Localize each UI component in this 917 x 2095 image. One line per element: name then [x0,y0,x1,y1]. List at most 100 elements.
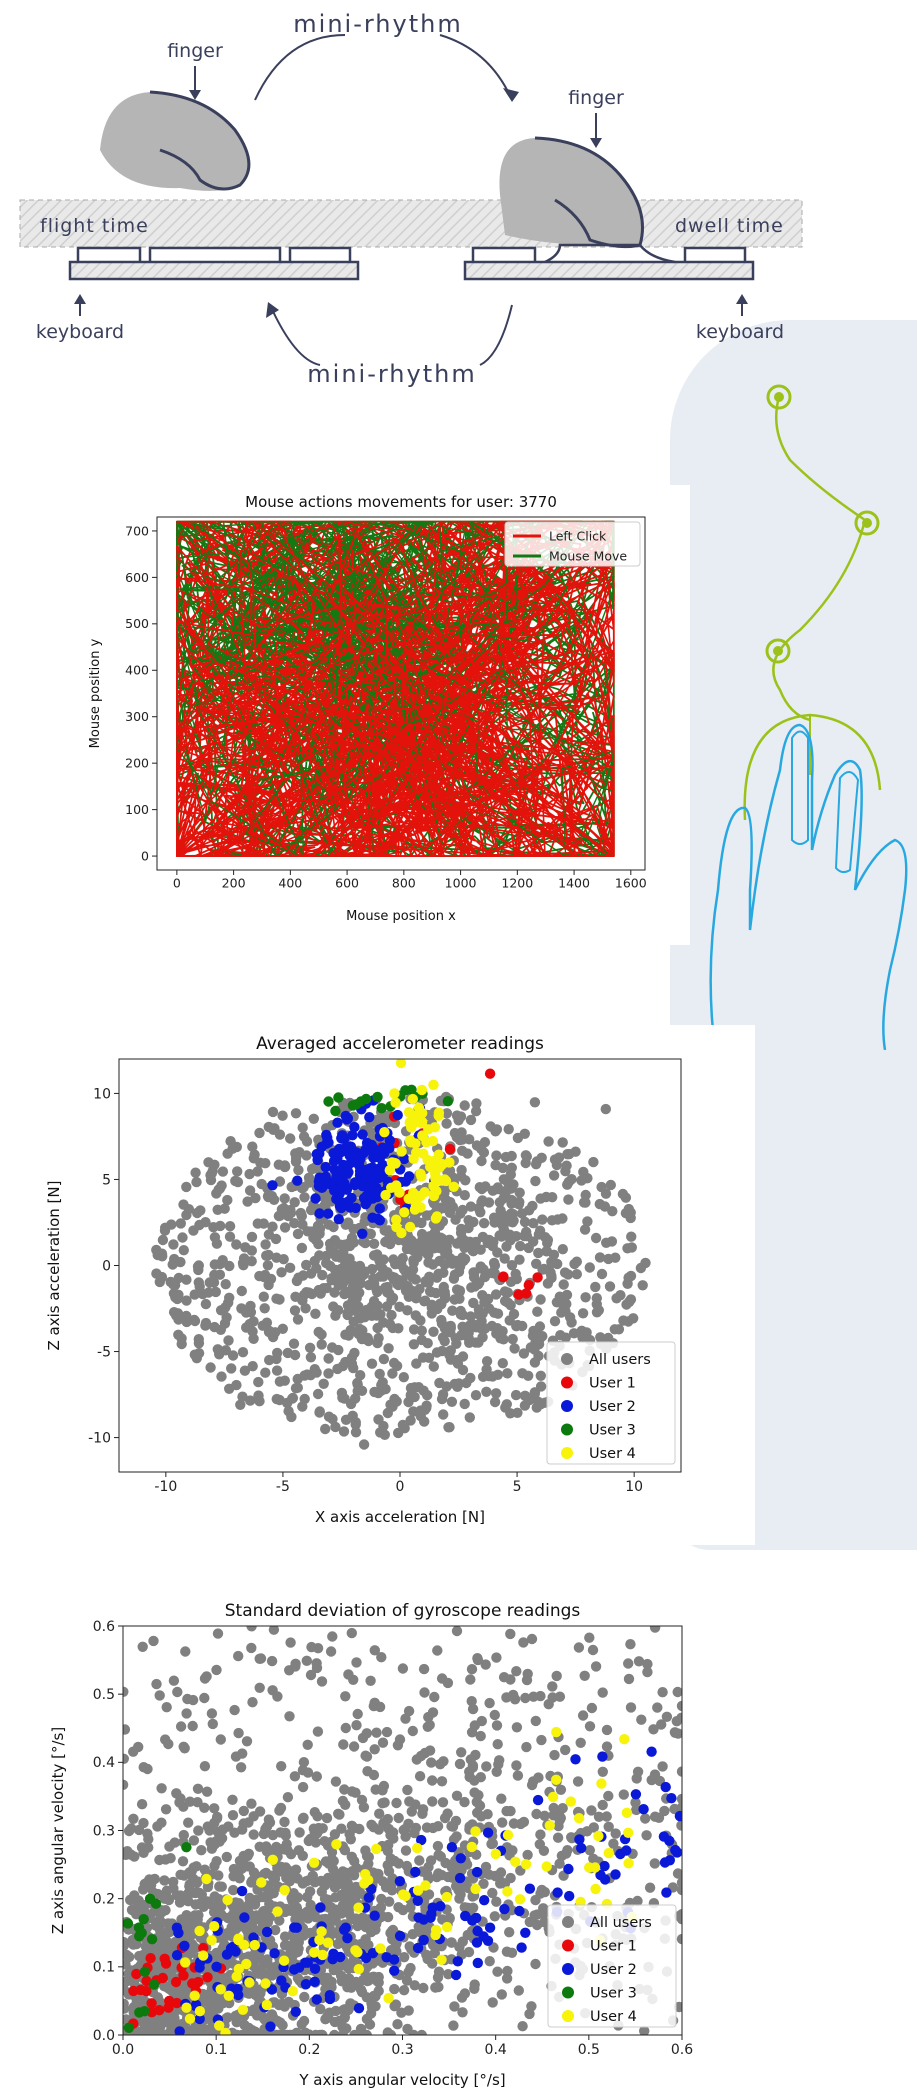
scatter-point [469,1281,481,1292]
scatter-point [509,1343,520,1354]
scatter-point [343,1898,354,1910]
scatter-point [623,1858,634,1869]
scatter-point [224,1231,236,1242]
scatter-point [270,1233,282,1245]
scatter-point [375,1309,386,1320]
scatter-point [285,1133,296,1144]
scatter-point [576,1175,587,1186]
scatter-point [298,1131,310,1142]
scatter-point [175,1721,187,1732]
scatter-point [539,1810,550,1821]
x-tick-label: 0.1 [205,2042,227,2058]
scatter-point [489,1307,500,1318]
scatter-point [309,1976,320,1987]
scatter-point [535,1690,546,1702]
scatter-point [408,1257,419,1268]
scatter-point [138,1914,149,1925]
scatter-point [227,1350,239,1361]
scatter-point [481,1761,492,1772]
scatter-point [206,1708,218,1719]
scatter-point [289,1771,301,1782]
legend-swatch [561,1353,573,1365]
scatter-point [348,1741,360,1752]
scatter-point [383,1992,394,2004]
scatter-point [519,1216,531,1228]
scatter-point [601,1724,613,1736]
scatter-point [502,1886,513,1897]
scatter-point [236,1303,247,1314]
scatter-point [496,1793,507,1804]
scatter-point [232,1166,243,1177]
scatter-point [630,1789,642,1800]
scatter-point [137,1641,148,1652]
scatter-point [215,1984,226,1995]
scatter-point [237,1824,248,1835]
scatter-point [551,1726,562,1738]
scatter-point [405,1962,416,1974]
scatter-point [263,1279,274,1291]
scatter-point [142,1763,153,1775]
scatter-point [323,1096,334,1107]
scatter-point [364,1112,375,1123]
scatter-point [389,1855,400,1867]
scatter-point [368,1822,379,1833]
scatter-point [279,1931,291,1942]
scatter-point [249,1149,260,1160]
scatter-point [520,1859,532,1870]
scatter-point [382,1813,393,1825]
scatter-point [376,1652,387,1663]
scatter-point [293,1272,304,1283]
scatter-point [530,1894,541,1906]
scatter-point [642,1658,653,1670]
scatter-point [517,1368,528,1379]
scatter-point [214,2020,225,2031]
scatter-point [404,1221,416,1233]
scatter-point [528,1218,539,1229]
scatter-point [290,1661,301,1672]
scatter-point [457,2007,468,2018]
scatter-point [477,1264,489,1275]
scatter-point [576,1842,587,1854]
scatter-point [339,1784,350,1795]
scatter-point [269,1874,280,1886]
scatter-point [539,1886,550,1898]
scatter-point [511,1231,522,1242]
scatter-point [610,1828,621,1839]
scatter-point [427,1775,438,1786]
scatter-point [456,1747,467,1758]
scatter-point [358,1974,369,1986]
scatter-point [289,1349,301,1361]
scatter-point [330,1776,342,1787]
scatter-point [123,2022,135,2033]
y-tick-label: 0.3 [93,1823,115,1839]
scatter-point [348,1237,359,1248]
scatter-point [216,1881,227,1892]
scatter-point [531,1808,542,1820]
scatter-point [123,1918,134,1929]
scatter-point [181,2002,192,2013]
scatter-point [511,1666,522,1677]
scatter-point [420,1277,431,1288]
scatter-point [457,1351,469,1362]
scatter-point [529,1387,541,1398]
scatter-point [421,1136,432,1148]
scatter-point [137,1954,149,1965]
scatter-point [463,1333,474,1344]
scatter-point [530,1958,541,1970]
scatter-point [412,1942,424,1954]
scatter-point [489,1911,500,1922]
scatter-point [334,1809,345,1820]
scatter-point [446,1937,457,1948]
scatter-point [290,1148,301,1159]
scatter-point [301,1259,312,1271]
scatter-point [551,1670,562,1682]
scatter-point [552,1887,563,1898]
scatter-point [513,1985,524,1996]
scatter-point [494,1197,505,1208]
keyboard-label-left: keyboard [36,321,124,343]
scatter-point [425,1239,437,1250]
scatter-point [411,1358,422,1369]
scatter-point [225,1136,236,1147]
scatter-point [297,1122,308,1133]
scatter-point [300,1288,312,1299]
